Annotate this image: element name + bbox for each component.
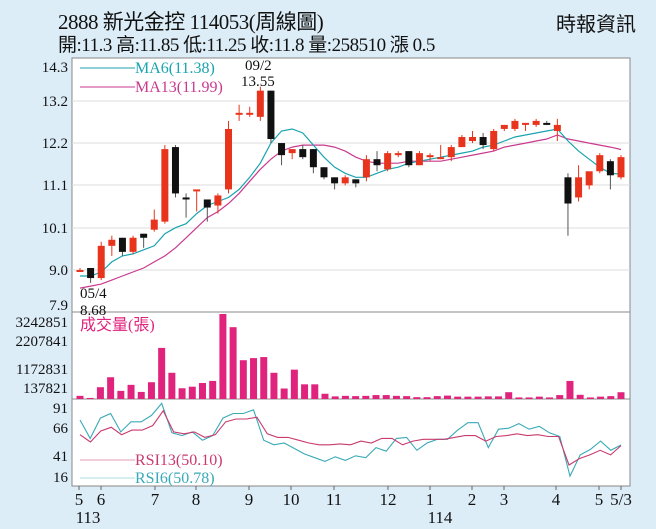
svg-text:114: 114 bbox=[428, 508, 453, 527]
rsi-lines: 91 66 41 16 bbox=[53, 401, 622, 486]
svg-text:8: 8 bbox=[192, 490, 201, 509]
svg-text:91: 91 bbox=[53, 401, 68, 417]
svg-text:5: 5 bbox=[75, 490, 84, 509]
svg-text:3242851: 3242851 bbox=[16, 315, 69, 331]
ma-legend: MA6(11.38) MA13(11.99) bbox=[80, 60, 223, 96]
svg-text:7: 7 bbox=[151, 490, 160, 509]
svg-text:10.1: 10.1 bbox=[42, 221, 68, 237]
svg-text:5/3: 5/3 bbox=[610, 490, 632, 509]
high-value-annotation: 13.55 bbox=[241, 74, 275, 90]
svg-text:6: 6 bbox=[97, 490, 106, 509]
svg-text:12: 12 bbox=[380, 490, 397, 509]
rsi-legend: RSI13(50.10) RSI6(50.78) bbox=[80, 452, 223, 487]
svg-text:113: 113 bbox=[76, 508, 101, 527]
volume-panel bbox=[71, 311, 631, 400]
svg-text:7.9: 7.9 bbox=[49, 298, 68, 314]
ma6-legend-label: MA6(11.38) bbox=[135, 60, 215, 77]
low-date-annotation: 05/4 bbox=[80, 286, 107, 302]
volume-bars: 3242851 2207841 1172831 137821 bbox=[16, 314, 625, 399]
svg-text:41: 41 bbox=[53, 449, 68, 465]
svg-text:12.2: 12.2 bbox=[42, 136, 68, 152]
svg-text:4: 4 bbox=[552, 490, 561, 509]
low-value-annotation: 8.68 bbox=[80, 303, 106, 319]
rsi13-legend-label: RSI13(50.10) bbox=[135, 452, 223, 469]
svg-text:11.1: 11.1 bbox=[42, 178, 68, 194]
ma13-legend-label: MA13(11.99) bbox=[135, 79, 223, 96]
svg-text:137821: 137821 bbox=[23, 381, 68, 397]
svg-text:13.2: 13.2 bbox=[42, 94, 68, 110]
candlesticks bbox=[76, 86, 625, 283]
rsi-panel bbox=[71, 398, 631, 487]
svg-text:2207841: 2207841 bbox=[16, 334, 69, 350]
chart-title: 2888 新光金控 114053(周線圖) bbox=[58, 10, 324, 34]
ohlc-summary: 開:11.3 高:11.85 低:11.25 收:11.8 量:258510 漲… bbox=[58, 35, 435, 56]
svg-text:9: 9 bbox=[245, 490, 254, 509]
svg-text:3: 3 bbox=[500, 490, 509, 509]
source-label: 時報資訊 bbox=[556, 14, 636, 36]
svg-text:16: 16 bbox=[53, 470, 69, 486]
svg-text:11: 11 bbox=[326, 490, 342, 509]
price-axis-labels: 14.3 13.2 12.2 11.1 10.1 9.0 7.9 bbox=[42, 60, 68, 314]
svg-text:2: 2 bbox=[468, 490, 477, 509]
high-date-annotation: 09/2 bbox=[245, 58, 272, 74]
svg-text:9.0: 9.0 bbox=[49, 263, 68, 279]
svg-text:1: 1 bbox=[426, 490, 435, 509]
rsi6-legend-label: RSI6(50.78) bbox=[135, 470, 215, 487]
svg-text:1172831: 1172831 bbox=[16, 362, 68, 378]
svg-text:5: 5 bbox=[595, 490, 604, 509]
price-gridlines bbox=[72, 100, 630, 271]
svg-text:10: 10 bbox=[283, 490, 300, 509]
volume-title: 成交量(張) bbox=[80, 316, 155, 334]
svg-text:66: 66 bbox=[53, 421, 69, 437]
svg-text:14.3: 14.3 bbox=[42, 60, 68, 76]
moving-average-lines bbox=[79, 128, 622, 289]
